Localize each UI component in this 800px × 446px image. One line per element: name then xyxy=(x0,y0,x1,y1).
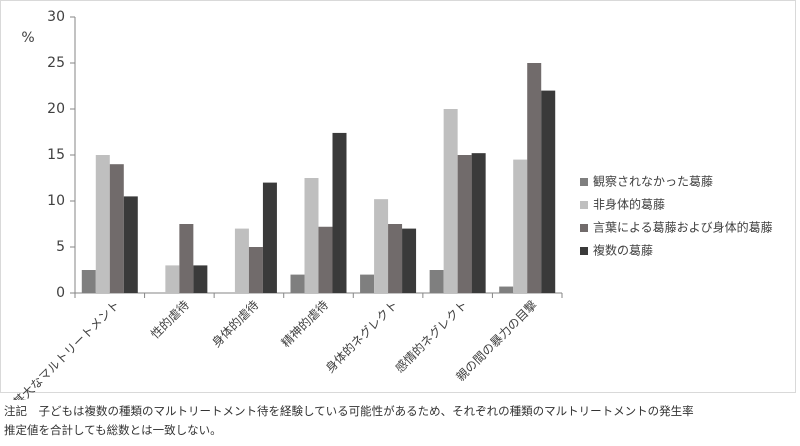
bar xyxy=(81,270,96,293)
bar xyxy=(109,164,124,293)
footnote: 注記 子どもは複数の種類のマルトリートメント待を経験している可能性があるため、そ… xyxy=(4,402,694,440)
bar xyxy=(262,182,277,293)
bar xyxy=(499,286,514,293)
y-tick-label: 5 xyxy=(56,239,65,255)
y-tick-label: 0 xyxy=(56,285,65,301)
y-tick-label: 25 xyxy=(47,55,65,71)
bar xyxy=(290,274,305,293)
x-tick-label: 感情的ネグレクト xyxy=(392,297,470,375)
x-tick-label: 身体的ネグレクト xyxy=(322,297,400,375)
bar xyxy=(318,226,333,293)
chart-frame xyxy=(0,0,796,393)
bar xyxy=(527,63,542,293)
legend-swatch xyxy=(580,178,588,186)
x-tick-label: 精神的虐待 xyxy=(278,297,331,350)
x-tick-label: 性的虐待 xyxy=(147,297,192,342)
footnote-line: 推定値を合計しても総数とは一致しない。 xyxy=(4,423,222,437)
bar xyxy=(513,159,528,293)
x-tick-label: 甚大なマルトリートメント xyxy=(11,298,123,400)
bar xyxy=(304,178,319,293)
bar xyxy=(457,155,472,293)
legend-label: 非身体的葛藤 xyxy=(593,197,665,212)
bar xyxy=(374,199,389,293)
bar xyxy=(443,109,458,293)
legend-label: 言葉による葛藤および身体的葛藤 xyxy=(593,220,773,235)
bar xyxy=(332,132,347,293)
footnote-line: 注記 子どもは複数の種類のマルトリートメント待を経験している可能性があるため、そ… xyxy=(4,404,694,418)
legend-swatch xyxy=(580,201,588,209)
bar xyxy=(193,265,208,293)
y-tick-label: 10 xyxy=(47,193,65,209)
legend-label: 観察されなかった葛藤 xyxy=(593,175,713,189)
bar xyxy=(234,228,249,293)
legend-swatch xyxy=(580,247,588,255)
legend-swatch xyxy=(580,224,588,232)
bar xyxy=(123,196,138,293)
x-tick-label: 身体的虐待 xyxy=(208,297,261,350)
bar xyxy=(360,274,375,293)
bar xyxy=(429,270,444,293)
y-tick-label: 15 xyxy=(47,147,65,163)
y-tick-label: 30 xyxy=(47,9,65,25)
chart: % 0 5 10 15 20 25 30 甚大なマルトリートメント 性的虐待 身体的虐待 精神的虐待… xyxy=(0,0,796,400)
bar xyxy=(388,224,403,293)
y-tick-label: 20 xyxy=(47,101,65,117)
y-axis-label: % xyxy=(21,30,34,46)
bar xyxy=(248,247,263,293)
bar xyxy=(402,228,417,293)
legend-label: 複数の葛藤 xyxy=(593,243,653,258)
bar xyxy=(541,90,556,293)
bar xyxy=(471,153,486,293)
bar xyxy=(165,265,180,293)
bar xyxy=(95,155,110,293)
bar xyxy=(179,224,194,293)
